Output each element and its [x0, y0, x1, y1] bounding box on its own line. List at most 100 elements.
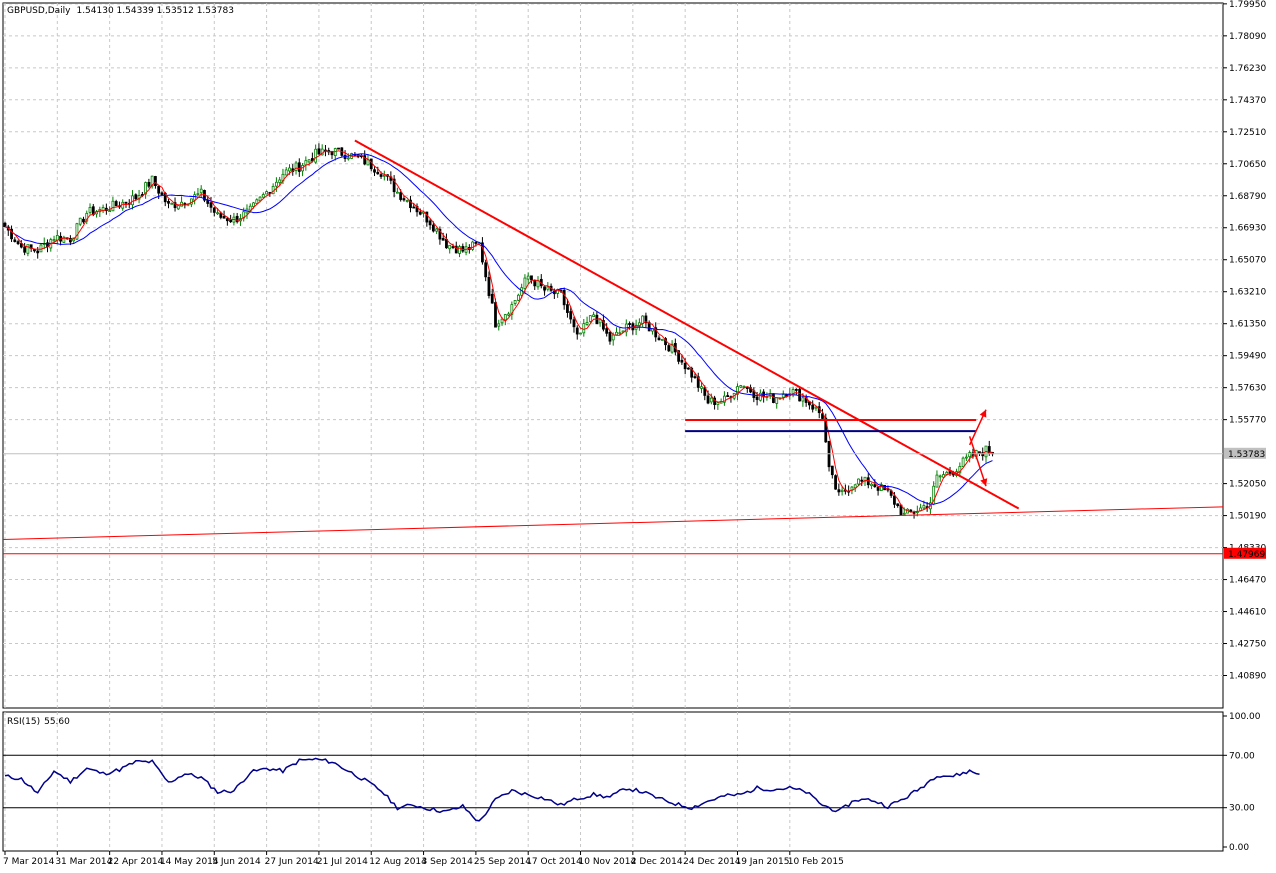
- candle-body: [373, 169, 376, 173]
- candle-body: [124, 201, 128, 204]
- candle-body: [212, 207, 216, 213]
- candle-body: [376, 171, 380, 175]
- price-tick-label: 1.68790: [1229, 192, 1266, 202]
- time-tick-label: 3 Sep 2014: [422, 857, 474, 867]
- time-tick-label: 10 Feb 2015: [788, 857, 844, 867]
- candle-body: [523, 277, 527, 289]
- candle-body: [157, 185, 161, 194]
- candle-body: [16, 241, 20, 245]
- candle-body: [690, 367, 694, 378]
- candle-body: [405, 200, 409, 202]
- price-tick-label: 1.52050: [1229, 480, 1266, 490]
- candle-body: [857, 478, 860, 485]
- candle-body: [533, 280, 537, 287]
- candle-body: [13, 239, 17, 242]
- candle-body: [85, 212, 89, 222]
- candle-body: [346, 157, 350, 160]
- candle-body: [131, 195, 134, 206]
- price-axis: 1.79950 1.78090 1.76230 1.74370 1.72510 1.706…: [1223, 0, 1266, 682]
- time-tick-label: 19 Jan 2015: [735, 857, 789, 867]
- arrow-down-head: [980, 478, 988, 487]
- candle-body: [36, 250, 40, 254]
- candle-body: [667, 345, 671, 352]
- time-tick-label: 2 Dec 2014: [631, 857, 683, 867]
- fast-ma-line: [4, 150, 993, 513]
- candle-body: [252, 202, 255, 207]
- candle-body: [608, 332, 612, 342]
- candle-body: [487, 277, 491, 296]
- price-tick-label: 1.66930: [1229, 224, 1266, 234]
- candle-body: [870, 483, 873, 487]
- candle-body: [660, 338, 664, 341]
- candle-body: [39, 244, 43, 253]
- candle-body: [160, 192, 164, 195]
- candle-body: [700, 386, 703, 389]
- candle-body: [935, 474, 939, 488]
- price-tick-label: 1.72510: [1229, 128, 1266, 138]
- symbol-label: GBPUSD: [7, 6, 45, 16]
- candle-body: [490, 293, 494, 304]
- candle-body: [968, 452, 972, 458]
- candle-body: [428, 220, 432, 226]
- candle-body: [742, 386, 746, 388]
- price-tick-label: 1.59490: [1229, 352, 1266, 362]
- candles-layer: [3, 143, 994, 519]
- price-tick-label: 1.78090: [1229, 32, 1266, 42]
- candle-body: [745, 387, 749, 389]
- candle-body: [88, 206, 92, 213]
- candle-body: [654, 327, 658, 338]
- candle-body: [896, 503, 900, 506]
- candle-body: [566, 304, 569, 313]
- candle-body: [3, 222, 7, 228]
- candle-body: [418, 211, 422, 215]
- candle-body: [572, 319, 576, 328]
- time-tick-label: 24 Dec 2014: [683, 857, 741, 867]
- price-tick-label: 1.40890: [1229, 672, 1266, 682]
- candle-body: [628, 323, 631, 325]
- candle-body: [114, 201, 118, 207]
- candle-body: [412, 206, 416, 209]
- candle-body: [670, 343, 674, 353]
- candle-body: [546, 286, 550, 290]
- candle-body: [196, 193, 200, 196]
- candle-body: [657, 337, 661, 341]
- candle-body: [569, 311, 573, 320]
- candle-body: [893, 495, 896, 505]
- candle-body: [602, 320, 605, 330]
- candle-body: [575, 327, 579, 335]
- candle-body: [716, 402, 720, 405]
- candle-body: [484, 262, 488, 278]
- candle-body: [958, 466, 962, 474]
- candle-body: [402, 198, 406, 201]
- candle-body: [739, 385, 743, 388]
- candle-body: [821, 413, 824, 419]
- candle-body: [317, 148, 321, 155]
- red-price-label: 1.47969: [1224, 547, 1266, 560]
- rsi-name: RSI(15): [7, 717, 40, 727]
- candle-body: [507, 313, 510, 316]
- candle-body: [683, 362, 687, 370]
- rsi-value: 55.60: [44, 717, 70, 727]
- candle-body: [248, 205, 252, 211]
- candle-body: [824, 417, 828, 443]
- candle-body: [860, 479, 864, 482]
- candle-body: [10, 228, 13, 240]
- candle-body: [961, 457, 965, 468]
- candle-body: [680, 359, 684, 363]
- annotations-layer: [2, 139, 1224, 555]
- candle-body: [696, 376, 700, 388]
- candle-body: [500, 318, 504, 324]
- time-tick-label: 7 Mar 2014: [3, 857, 55, 867]
- candle-body: [448, 244, 452, 250]
- candle-body: [255, 199, 259, 204]
- time-tick-label: 31 Mar 2014: [55, 857, 112, 867]
- price-tick-label: 1.42750: [1229, 640, 1266, 650]
- candle-body: [758, 392, 762, 401]
- rsi-panel-bg: [2, 711, 1224, 852]
- price-tick-label: 1.76230: [1229, 64, 1266, 74]
- price-tick-label: 1.61350: [1229, 320, 1266, 330]
- candle-body: [222, 215, 226, 219]
- candle-body: [451, 246, 455, 248]
- candle-body: [134, 194, 138, 200]
